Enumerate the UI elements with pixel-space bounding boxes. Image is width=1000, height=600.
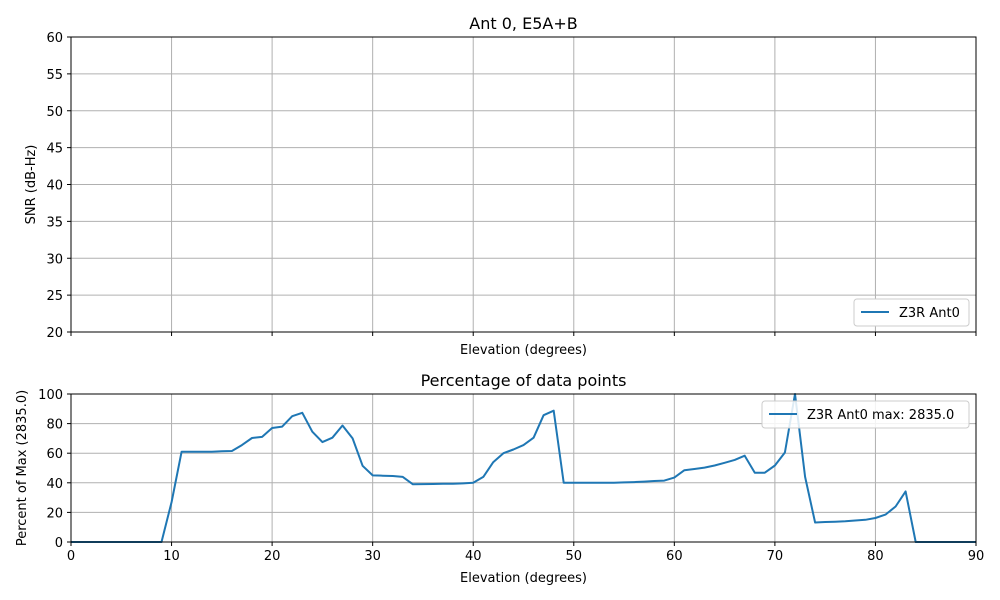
percentage-chart: 0 10 20 30 40 50 60 70 80 90 0 20 40 60 80 100 Percenta… — [15, 371, 984, 586]
percentage-chart-title: Percentage of data points — [421, 371, 627, 390]
percentage-ytick-label: 100 — [38, 388, 63, 403]
snr-ytick-label: 45 — [46, 142, 63, 157]
snr-xaxis-label: Elevation (degrees) — [460, 343, 587, 358]
percentage-legend-box — [761, 400, 970, 429]
percentage-ytick-label: 40 — [46, 477, 63, 492]
snr-legend: Z3R Ant0 — [853, 298, 970, 327]
snr-chart-title: Ant 0, E5A+B — [469, 14, 577, 33]
percentage-xtick-label: 0 — [67, 549, 75, 564]
percentage-ticks: 0 10 20 30 40 50 60 70 80 90 0 20 40 60 80 100 — [38, 388, 984, 564]
snr-ticks: 20 25 30 35 40 45 50 55 60 — [46, 31, 977, 341]
snr-legend-label: Z3R Ant0 — [899, 306, 960, 321]
percentage-ytick-label: 80 — [46, 418, 63, 433]
percentage-ytick-label: 0 — [55, 536, 63, 551]
percentage-xtick-label: 40 — [465, 549, 482, 564]
percentage-xtick-label: 70 — [767, 549, 784, 564]
percentage-xtick-label: 20 — [264, 549, 281, 564]
snr-ytick-label: 50 — [46, 105, 63, 120]
snr-chart: 20 25 30 35 40 45 50 55 60 Ant 0, E5A+B Elevatio… — [24, 14, 977, 358]
percentage-xtick-label: 60 — [666, 549, 683, 564]
snr-ytick-label: 20 — [46, 326, 63, 341]
percentage-yaxis-label: Percent of Max (2835.0) — [15, 390, 30, 546]
percentage-xtick-label: 30 — [364, 549, 381, 564]
snr-ytick-label: 55 — [46, 68, 63, 83]
percentage-xtick-label: 80 — [867, 549, 884, 564]
percentage-legend-label: Z3R Ant0 max: 2835.0 — [807, 408, 954, 423]
snr-grid — [70, 36, 977, 333]
snr-ytick-label: 40 — [46, 179, 63, 194]
snr-ytick-label: 30 — [46, 252, 63, 267]
snr-ytick-label: 25 — [46, 289, 63, 304]
snr-yaxis-label: SNR (dB-Hz) — [24, 145, 39, 225]
snr-legend-box — [853, 298, 970, 327]
snr-ytick-label: 35 — [46, 215, 63, 230]
snr-ytick-label: 60 — [46, 31, 63, 46]
percentage-xtick-label: 10 — [163, 549, 180, 564]
percentage-ytick-label: 60 — [46, 447, 63, 462]
percentage-xtick-label: 90 — [968, 549, 985, 564]
percentage-xtick-label: 50 — [566, 549, 583, 564]
percentage-xaxis-label: Elevation (degrees) — [460, 571, 587, 586]
percentage-plot-frame — [70, 393, 977, 543]
percentage-ytick-label: 20 — [46, 506, 63, 521]
percentage-series-lines — [70, 393, 977, 543]
percentage-legend: Z3R Ant0 max: 2835.0 — [761, 400, 970, 429]
